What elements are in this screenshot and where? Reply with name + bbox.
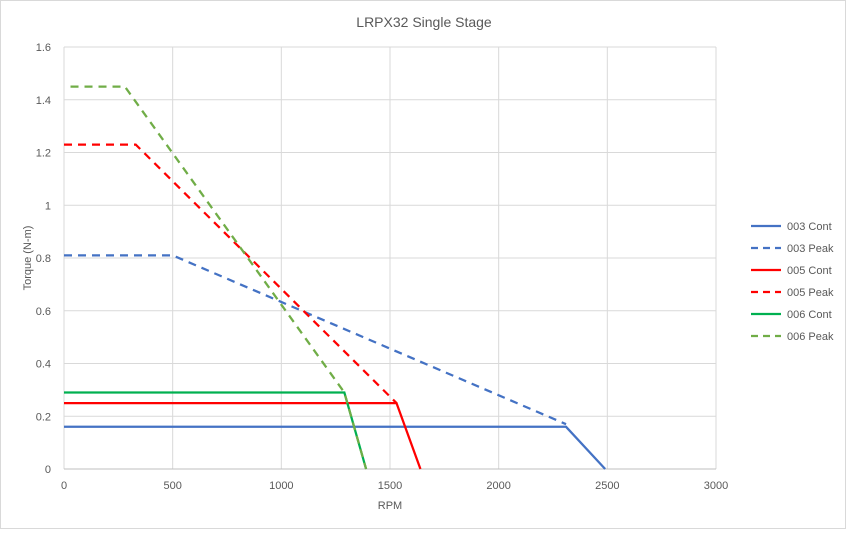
series-line-003-peak [64, 254, 567, 426]
y-tick-label: 0.8 [36, 253, 51, 265]
y-axis-label: Torque (N-m) [22, 226, 34, 291]
legend-label: 003 Cont [787, 221, 832, 233]
legend-item: 003 Peak [751, 243, 834, 255]
legend-item: 005 Cont [751, 265, 832, 277]
y-tick-labels: 0 0.2 0.4 0.6 0.8 1 1.2 1.4 1.6 [36, 42, 51, 476]
series-line-005-peak [64, 143, 398, 404]
series-line-003-cont [64, 425, 606, 470]
x-tick-label: 2500 [595, 480, 619, 492]
series-line-005-cont [64, 401, 422, 470]
legend: 003 Cont 003 Peak 005 Cont 005 Peak 006 Cont… [751, 221, 834, 343]
y-tick-label: 1.2 [36, 148, 51, 160]
y-tick-label: 0 [45, 464, 51, 476]
legend-label: 003 Peak [787, 243, 834, 255]
y-tick-label: 1 [45, 200, 51, 212]
y-tick-label: 0.4 [36, 359, 51, 371]
x-axis-label: RPM [378, 500, 402, 512]
y-tick-label: 1.4 [36, 95, 51, 107]
legend-label: 005 Peak [787, 287, 834, 299]
legend-label: 006 Peak [787, 331, 834, 343]
legend-item: 005 Peak [751, 287, 834, 299]
x-tick-label: 1500 [378, 480, 402, 492]
legend-item: 006 Cont [751, 309, 832, 321]
y-tick-label: 0.6 [36, 306, 51, 318]
legend-label: 006 Cont [787, 309, 832, 321]
x-tick-labels: 0 500 1000 1500 2000 2500 3000 [61, 480, 728, 492]
legend-label: 005 Cont [787, 265, 832, 277]
y-tick-label: 1.6 [36, 42, 51, 54]
series-lines [64, 85, 606, 470]
series-line-006-peak [70, 85, 368, 470]
x-tick-label: 1000 [269, 480, 293, 492]
gridlines [63, 46, 717, 470]
x-tick-label: 3000 [704, 480, 728, 492]
x-tick-label: 2000 [486, 480, 510, 492]
legend-item: 003 Cont [751, 221, 832, 233]
chart-title: LRPX32 Single Stage [356, 14, 492, 30]
y-tick-label: 0.2 [36, 411, 51, 423]
legend-item: 006 Peak [751, 331, 834, 343]
x-tick-label: 0 [61, 480, 67, 492]
x-tick-label: 500 [163, 480, 181, 492]
